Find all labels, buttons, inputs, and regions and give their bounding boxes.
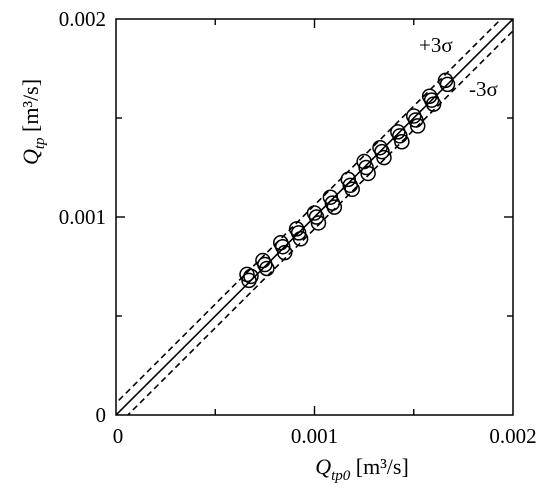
data-point bbox=[340, 171, 356, 188]
data-points bbox=[239, 72, 456, 289]
data-point bbox=[376, 149, 392, 166]
upper-bound-label: +3σ bbox=[419, 33, 453, 57]
data-point bbox=[394, 134, 410, 150]
data-point bbox=[439, 76, 456, 93]
x-tick-label: 0 bbox=[113, 424, 124, 448]
data-point bbox=[259, 260, 275, 277]
data-point bbox=[358, 159, 374, 176]
upper_bound-line bbox=[116, 19, 503, 405]
axis-tick-labels: 0 0.001 0.002 0 0.001 0.002 bbox=[59, 7, 537, 448]
data-point bbox=[290, 225, 307, 241]
x-tick-label: 0.001 bbox=[291, 424, 338, 448]
y-tick-label: 0.001 bbox=[59, 205, 106, 229]
x-tick-label: 0.002 bbox=[489, 424, 536, 448]
data-point bbox=[292, 231, 309, 247]
data-point bbox=[243, 268, 259, 285]
x-axis-title: Qtp0 [m³/s] bbox=[315, 454, 409, 484]
y-tick-label: 0.002 bbox=[59, 7, 106, 31]
data-point bbox=[274, 238, 291, 255]
data-point bbox=[276, 244, 293, 261]
data-point bbox=[360, 165, 376, 182]
y-axis-title: Qtp [m³/s] bbox=[18, 79, 48, 165]
data-point bbox=[326, 199, 343, 215]
data-point bbox=[425, 96, 442, 112]
data-point bbox=[310, 215, 327, 231]
data-point bbox=[409, 118, 426, 134]
lower-bound-label: -3σ bbox=[469, 77, 498, 101]
data-point bbox=[374, 143, 390, 160]
data-point bbox=[308, 209, 325, 225]
data-point bbox=[392, 128, 408, 144]
lower_bound-line bbox=[126, 29, 513, 415]
data-point bbox=[322, 189, 339, 205]
data-point bbox=[407, 112, 424, 128]
axis-ticks bbox=[116, 19, 513, 415]
reference-lines bbox=[116, 19, 513, 415]
data-point bbox=[344, 181, 360, 198]
y-tick-label: 0 bbox=[96, 403, 107, 427]
